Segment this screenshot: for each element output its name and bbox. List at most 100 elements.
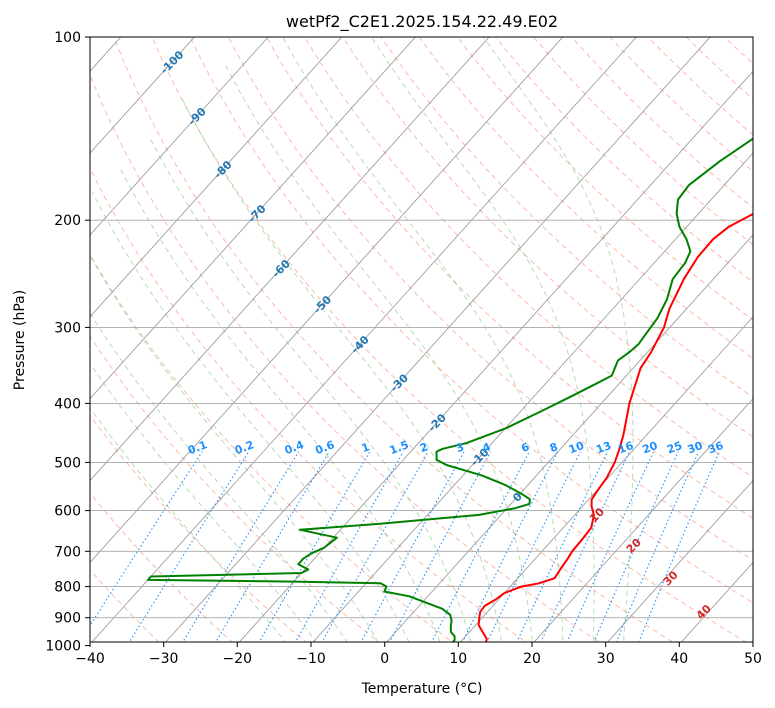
mixing-ratio-line	[294, 451, 404, 642]
isotherm-label: -100	[158, 48, 187, 77]
y-axis-ticks: 100 200 300 400 500 600 700 800 900 1000	[45, 30, 90, 655]
mixing-ratio-line	[516, 451, 609, 642]
isotherm-line	[386, 234, 753, 642]
y-tick-label: 300	[54, 320, 81, 336]
x-axis-ticks: −40 −30 −20 −10 0 10 20 30 40 50	[75, 642, 762, 667]
mixing-ratio-label: 1	[360, 440, 372, 455]
mixing-ratio-line	[128, 451, 250, 642]
isotherm-line	[90, 37, 269, 236]
y-tick-label: 1000	[45, 639, 81, 655]
x-axis-label: Temperature (°C)	[361, 681, 483, 697]
pressure-gridlines	[90, 37, 753, 619]
isotherm-line	[0, 23, 59, 661]
mixing-ratio-label: 0.2	[233, 438, 256, 457]
x-tick-label: −40	[75, 651, 105, 667]
mixing-ratio-label: 4	[481, 440, 493, 455]
x-tick-label: −10	[296, 651, 326, 667]
mixing-ratio-label: 30	[686, 439, 705, 457]
background-lines	[0, 23, 775, 661]
dry-adiabat-line	[532, 37, 753, 246]
isotherm-line	[90, 37, 417, 400]
moist-adiabat-line	[371, 37, 595, 642]
chart-title: wetPf2_C2E1.2025.154.22.49.E02	[286, 12, 558, 32]
dry-adiabat-line	[380, 37, 753, 398]
x-tick-label: −30	[149, 651, 179, 667]
dry-adiabat-line	[571, 37, 753, 209]
isotherm-line	[680, 561, 753, 642]
mixing-ratio-label: 25	[665, 439, 684, 456]
dry-adiabat-line	[304, 37, 753, 478]
y-tick-label: 200	[54, 213, 81, 229]
moist-adiabat-line	[120, 169, 441, 642]
x-tick-label: 0	[380, 651, 389, 667]
isotherm-line	[738, 23, 775, 661]
temperature-profile-line	[477, 212, 753, 642]
moist-adiabat-line	[223, 61, 533, 642]
x-tick-label: 30	[597, 651, 615, 667]
moist-adiabat-line	[90, 312, 348, 642]
dewpoint-profile-line	[146, 137, 753, 642]
mixing-ratio-line	[389, 451, 492, 642]
y-tick-label: 400	[54, 396, 81, 412]
isotherm-line	[459, 316, 753, 642]
mixing-ratio-line	[360, 451, 465, 642]
mixing-ratio-label: 36	[706, 439, 725, 457]
dry-adiabat-line	[494, 37, 753, 283]
dry-adiabat-line	[90, 492, 233, 642]
moist-adiabat-label: 10	[587, 505, 607, 525]
mixing-ratio-line	[540, 451, 631, 642]
mixing-ratio-line	[431, 451, 530, 642]
isotherm-line	[91, 37, 638, 642]
moist-adiabat-label: 30	[661, 568, 681, 588]
y-axis-label: Pressure (hPa)	[12, 290, 28, 390]
isotherm-line	[312, 152, 753, 642]
mixing-ratio-label: 13	[594, 439, 613, 456]
dry-adiabat-line	[723, 37, 753, 65]
dry-adiabat-line	[456, 37, 753, 321]
mixing-ratio-label: 0.6	[314, 438, 337, 457]
mixing-ratio-line	[321, 451, 429, 642]
x-tick-label: 50	[744, 651, 762, 667]
mixing-ratio-label: 20	[641, 439, 660, 457]
mixing-ratio-label: 3	[454, 440, 466, 455]
mixing-ratio-line	[566, 451, 655, 642]
dry-adiabat-line	[227, 37, 753, 561]
dry-adiabat-line	[90, 414, 307, 642]
x-tick-label: −20	[223, 651, 253, 667]
plot-frame	[89, 36, 754, 643]
mixing-ratio-line	[462, 451, 559, 642]
mixing-ratio-line	[90, 451, 203, 627]
mixing-ratio-line	[182, 451, 300, 642]
dry-adiabat-line	[609, 37, 753, 172]
mixing-ratio-label: 1.5	[388, 438, 411, 457]
isotherm-line	[533, 398, 753, 642]
dry-adiabat-line	[90, 253, 454, 642]
mixing-ratio-label: 2	[418, 440, 430, 455]
isotherm-line	[90, 37, 196, 154]
mixing-ratio-label: 16	[616, 439, 635, 457]
mixing-ratio-label: 8	[548, 440, 560, 455]
dry-adiabat-line	[342, 37, 753, 438]
isotherm-line	[90, 37, 564, 564]
y-tick-label: 800	[54, 580, 81, 596]
y-tick-label: 600	[54, 504, 81, 520]
dry-adiabat-line	[685, 37, 753, 100]
y-tick-label: 900	[54, 611, 81, 627]
isotherm-line	[238, 70, 753, 642]
isotherm-line	[90, 37, 490, 482]
x-tick-label: 40	[670, 651, 688, 667]
dry-adiabat-line	[90, 167, 527, 642]
dry-adiabat-line	[418, 37, 753, 359]
mixing-ratio-label: 6	[519, 440, 531, 455]
mixing-ratio-line	[638, 451, 720, 642]
dry-adiabat-line	[189, 37, 753, 604]
mixing-ratio-label: 10	[567, 439, 586, 457]
dry-adiabat-line	[90, 73, 601, 642]
sounding-profiles	[146, 137, 753, 642]
moist-adiabat-line	[91, 192, 410, 642]
moist-adiabat-line	[483, 37, 634, 642]
x-tick-label: 10	[449, 651, 467, 667]
mixing-ratio-label: 0.4	[283, 438, 306, 457]
dry-adiabat-line	[265, 37, 753, 519]
